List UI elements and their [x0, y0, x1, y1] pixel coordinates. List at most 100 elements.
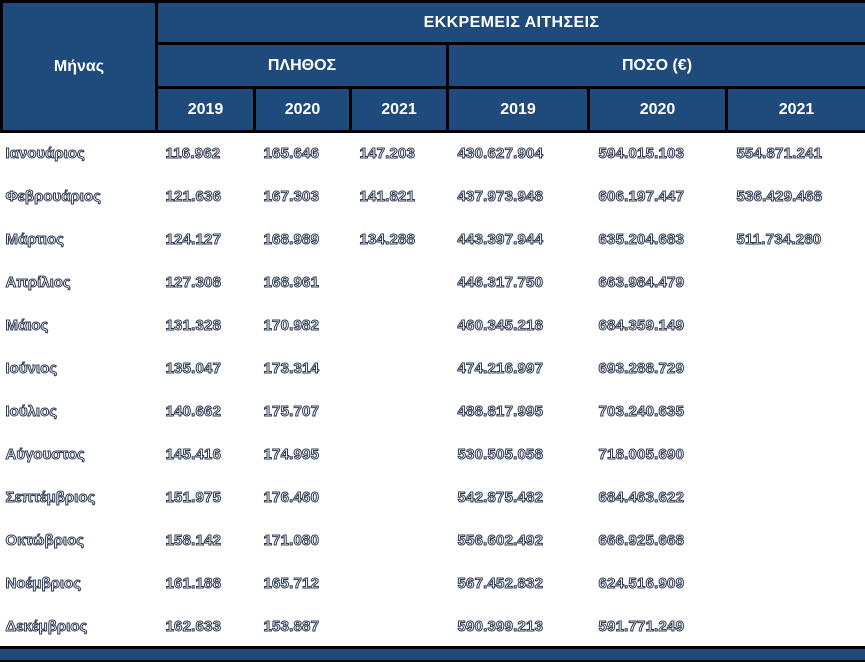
month-cell: Μάιος	[1, 303, 157, 347]
amount-2019-cell: 556.602.492	[447, 518, 589, 562]
month-cell: Ιούλιος	[1, 389, 157, 433]
amount-2021-cell	[726, 260, 865, 304]
table-row: Ιούλιος 140.662 175.707 488.817.995 703.…	[1, 389, 865, 433]
amount-2021-cell	[726, 475, 865, 519]
data-table: Μήνας ΕΚΚΡΕΜΕΙΣ ΑΙΤΗΣΕΙΣ ΠΛΗΘΟΣ ΠΟΣΟ (€)…	[0, 0, 865, 648]
count-2020-cell: 153.887	[254, 604, 351, 648]
table-row: Ιανουάριος 116.962 165.646 147.203 430.6…	[1, 131, 865, 175]
month-cell: Δεκέμβριος	[1, 604, 157, 648]
table-row: Αύγουστος 145.416 174.995 530.505.058 71…	[1, 432, 865, 476]
month-cell: Φεβρουάριος	[1, 174, 157, 218]
amount-2019-cell: 530.505.058	[447, 432, 589, 476]
count-2020-cell: 167.303	[254, 174, 351, 218]
amount-2019-cell: 567.452.832	[447, 561, 589, 605]
count-2019-cell: 116.962	[156, 131, 255, 175]
year-header-count-2019: 2019	[155, 86, 256, 133]
table-row: Φεβρουάριος 121.636 167.303 141.821 437.…	[1, 174, 865, 218]
table-row: Μάιος 131.328 170.982 460.345.218 684.35…	[1, 303, 865, 347]
count-2021-cell	[350, 604, 448, 648]
amount-2021-cell	[726, 604, 865, 648]
amount-2019-cell: 437.973.948	[447, 174, 589, 218]
month-cell: Απρίλιος	[1, 260, 157, 304]
year-header-amount-2020: 2020	[587, 86, 728, 133]
amount-2020-cell: 703.240.635	[588, 389, 727, 433]
count-2021-cell	[350, 389, 448, 433]
count-2020-cell: 176.460	[254, 475, 351, 519]
count-2020-cell: 170.982	[254, 303, 351, 347]
amount-2019-cell: 446.317.750	[447, 260, 589, 304]
amount-2019-cell: 590.399.213	[447, 604, 589, 648]
count-2019-cell: 127.308	[156, 260, 255, 304]
table-row: Ιούνιος 135.047 173.314 474.216.997 693.…	[1, 346, 865, 390]
count-2020-cell: 171.080	[254, 518, 351, 562]
amount-2020-cell: 666.925.668	[588, 518, 727, 562]
count-2021-cell	[350, 346, 448, 390]
count-2021-cell	[350, 475, 448, 519]
count-2019-cell: 162.633	[156, 604, 255, 648]
year-header-count-2021: 2021	[349, 86, 449, 133]
amount-2020-cell: 606.197.447	[588, 174, 727, 218]
amount-2021-cell	[726, 432, 865, 476]
count-2019-cell: 135.047	[156, 346, 255, 390]
count-2019-cell: 151.975	[156, 475, 255, 519]
month-cell: Μάρτιος	[1, 217, 157, 261]
count-2021-cell: 147.203	[350, 131, 448, 175]
table-title: ΕΚΚΡΕΜΕΙΣ ΑΙΤΗΣΕΙΣ	[155, 0, 865, 45]
amount-2021-cell: 511.734.280	[726, 217, 865, 261]
group-header-count: ΠΛΗΘΟΣ	[155, 42, 449, 89]
year-header-amount-2021: 2021	[725, 86, 865, 133]
header-row-years: 2019 2020 2021 2019 2020 2021	[2, 86, 865, 133]
count-2020-cell: 174.995	[254, 432, 351, 476]
amount-2021-cell: 536.429.468	[726, 174, 865, 218]
count-2019-cell: 140.662	[156, 389, 255, 433]
amount-2021-cell	[726, 346, 865, 390]
count-2021-cell	[350, 561, 448, 605]
amount-2020-cell: 663.984.479	[588, 260, 727, 304]
table-row: Νοέμβριος 161.188 165.712 567.452.832 62…	[1, 561, 865, 605]
month-cell: Σεπτέμβριος	[1, 475, 157, 519]
count-2019-cell: 161.188	[156, 561, 255, 605]
amount-2021-cell	[726, 389, 865, 433]
table-row: Σεπτέμβριος 151.975 176.460 542.875.482 …	[1, 475, 865, 519]
amount-2020-cell: 635.204.683	[588, 217, 727, 261]
year-header-count-2020: 2020	[253, 86, 352, 133]
table-row: Απρίλιος 127.308 168.961 446.317.750 663…	[1, 260, 865, 304]
month-cell: Αύγουστος	[1, 432, 157, 476]
amount-2020-cell: 684.463.622	[588, 475, 727, 519]
count-2019-cell: 145.416	[156, 432, 255, 476]
month-cell: Ιούνιος	[1, 346, 157, 390]
count-2020-cell: 173.314	[254, 346, 351, 390]
header-row-groups: ΠΛΗΘΟΣ ΠΟΣΟ (€)	[2, 42, 865, 89]
amount-2020-cell: 718.005.690	[588, 432, 727, 476]
count-2021-cell: 134.288	[350, 217, 448, 261]
amount-2019-cell: 542.875.482	[447, 475, 589, 519]
year-header-amount-2019: 2019	[446, 86, 590, 133]
header-row-title: Μήνας ΕΚΚΡΕΜΕΙΣ ΑΙΤΗΣΕΙΣ	[0, 0, 865, 133]
count-2020-cell: 168.961	[254, 260, 351, 304]
count-2020-cell: 165.712	[254, 561, 351, 605]
amount-2020-cell: 684.359.149	[588, 303, 727, 347]
amount-2020-cell: 594.015.103	[588, 131, 727, 175]
amount-2019-cell: 443.397.944	[447, 217, 589, 261]
amount-2021-cell	[726, 561, 865, 605]
count-2020-cell: 165.646	[254, 131, 351, 175]
table-row: Δεκέμβριος 162.633 153.887 590.399.213 5…	[1, 604, 865, 648]
count-2021-cell	[350, 303, 448, 347]
month-cell: Νοέμβριος	[1, 561, 157, 605]
amount-2019-cell: 430.627.904	[447, 131, 589, 175]
table-row: Μάρτιος 124.127 168.989 134.288 443.397.…	[1, 217, 865, 261]
amount-2021-cell	[726, 518, 865, 562]
month-column-header: Μήνας	[0, 0, 158, 133]
amount-2021-cell	[726, 303, 865, 347]
count-2020-cell: 175.707	[254, 389, 351, 433]
count-2019-cell: 131.328	[156, 303, 255, 347]
count-2021-cell	[350, 518, 448, 562]
table-bottom-border	[0, 646, 865, 662]
count-2021-cell	[350, 260, 448, 304]
amount-2020-cell: 591.771.249	[588, 604, 727, 648]
amount-2019-cell: 474.216.997	[447, 346, 589, 390]
amount-2019-cell: 460.345.218	[447, 303, 589, 347]
count-2019-cell: 121.636	[156, 174, 255, 218]
table-row: Οκτώβριος 158.142 171.080 556.602.492 66…	[1, 518, 865, 562]
